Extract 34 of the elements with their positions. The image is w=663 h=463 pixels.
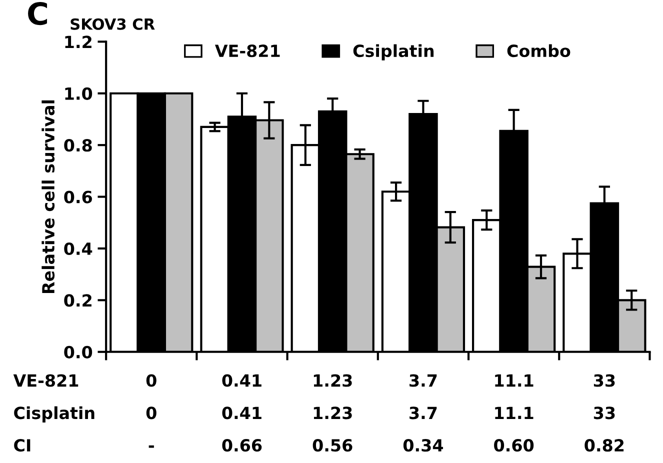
text: C [28,2,47,26]
y-tick-label: 1.0 [65,87,92,100]
text: 0.66 [222,439,262,452]
text: 0.34 [403,439,444,452]
x-tick-label: 3.7 [410,374,437,387]
text: 0.56 [312,439,352,452]
x-tick-label: 1.23 [314,374,352,387]
text: VE-821 [13,374,78,387]
x-tick-label: 11.1 [495,374,534,387]
chart-title: SKOV3 CR [70,18,155,30]
y-tick-label: 0.8 [64,139,92,152]
legend-label: Csiplatin [353,44,434,60]
x-tick-label: 33 [594,374,615,387]
text: 1.23 [314,406,352,420]
y-tick-label: 0.4 [64,242,92,256]
text: - [148,445,154,448]
text: 0 [146,406,156,420]
text: Cisplatin [14,406,94,422]
text: 33 [594,406,615,420]
y-tick-label: 0.6 [64,190,92,204]
text: 11.1 [495,406,534,419]
text: CI [14,439,30,452]
x-tick-label: 0 [146,374,156,387]
text: 0.60 [494,439,534,452]
text: 0.41 [222,406,262,420]
y-tick-label: 0.0 [64,346,92,358]
y-tick-label: 1.2 [65,36,92,48]
text: 3.7 [410,406,437,420]
text: 0.82 [584,439,624,452]
x-tick-label: 0.41 [222,374,262,387]
y-tick-label: 0.2 [64,294,92,307]
legend-label: VE-821 [214,44,280,58]
y-axis-title: Relative cell survival [42,100,55,294]
legend-label: Combo [507,44,570,58]
